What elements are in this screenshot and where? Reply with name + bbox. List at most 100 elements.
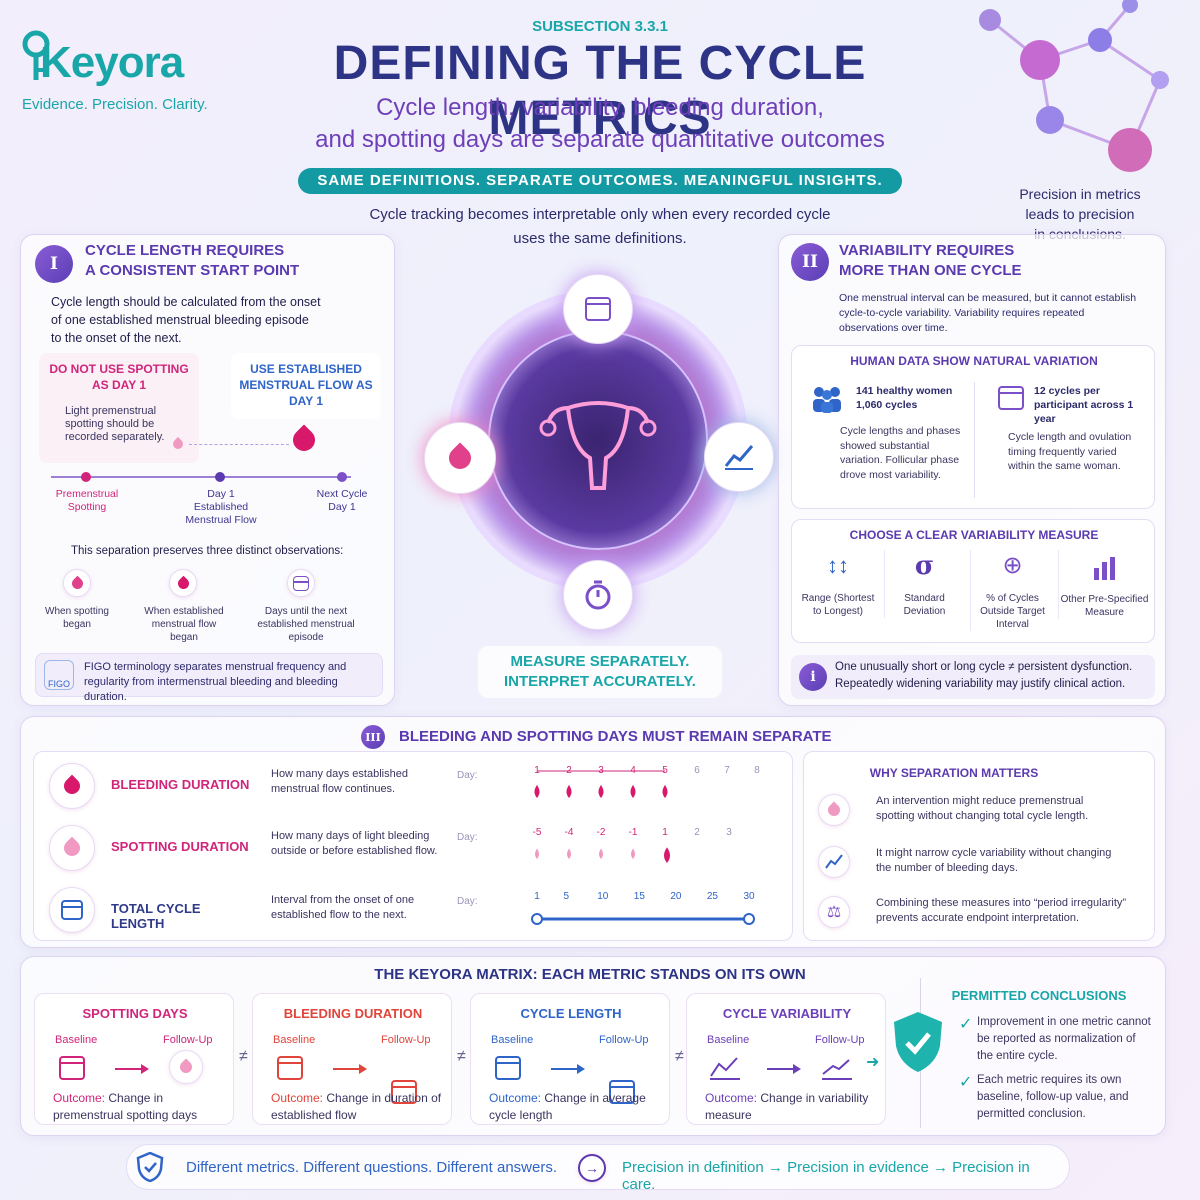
matrix-followup-label: Follow-Up: [163, 1034, 213, 1046]
bleeding-day-drop: [598, 785, 604, 798]
measure-other: Other Pre-Specified Measure: [1058, 550, 1150, 619]
bleeding-day-drop: [630, 785, 636, 798]
row-spotting-day-label: Day:: [457, 832, 478, 843]
study2-calendar-icon: [998, 386, 1024, 410]
not-equal-sign: ≠: [675, 1048, 684, 1065]
not-equal-sign: ≠: [239, 1048, 248, 1065]
matrix-baseline-label: Baseline: [55, 1034, 98, 1046]
bleeding-day-drop: [662, 785, 668, 798]
measure-sd: σ Standard Deviation: [884, 550, 964, 618]
matrix-card-outcome: Outcome: Change in duration of establish…: [271, 1090, 447, 1124]
intro-line1: Cycle tracking becomes interpretable onl…: [369, 206, 831, 223]
note-line1: One unusually short or long cycle ≠ pers…: [835, 661, 1133, 673]
day-tick-label: 3: [598, 765, 604, 776]
outcome-text: Change in average cycle length: [489, 1091, 646, 1122]
measure-title: CHOOSE A CLEAR VARIABILITY MEASURE: [849, 528, 1099, 542]
matrix-baseline-label: Baseline: [273, 1034, 316, 1046]
subtitle-line1: Cycle length, variability, bleeding dura…: [376, 94, 824, 121]
day-tick-label: -1: [629, 827, 638, 838]
center-tagline-line2: INTERPRET ACCURATELY.: [504, 673, 696, 690]
why-2: It might narrow cycle variability withou…: [876, 847, 1112, 874]
timeline-line: [51, 476, 351, 478]
day-tick-label: 6: [694, 765, 700, 776]
footer-shield-icon: [136, 1152, 164, 1182]
matrix-card-title: SPOTTING DAYS: [82, 1006, 188, 1021]
baseline-calendar-icon: [59, 1056, 85, 1080]
section1-title: CYCLE LENGTH REQUIRES A CONSISTENT START…: [85, 241, 385, 281]
row-spotting-desc: How many days of light bleeding outside …: [271, 830, 438, 857]
use-box: USE ESTABLISHED MENSTRUAL FLOW AS DAY 1: [231, 353, 381, 419]
check-icon-2: ✓: [959, 1074, 973, 1091]
use-title: USE ESTABLISHED MENSTRUAL FLOW AS DAY 1: [239, 362, 373, 408]
matrix-baseline-label: Baseline: [707, 1034, 750, 1046]
row-bleeding-desc: How many days established menstrual flow…: [271, 768, 408, 795]
row-spotting-label: SPOTTING DURATION: [111, 839, 249, 854]
banner: SAME DEFINITIONS. SEPARATE OUTCOMES. MEA…: [298, 168, 902, 194]
measure-percent: ⊕ % of Cycles Outside Target Interval: [970, 550, 1054, 631]
day-tick-label: 1: [662, 827, 668, 838]
matrix-card-title: BLEEDING DURATION: [283, 1006, 423, 1021]
day-tick-label: 15: [634, 891, 646, 902]
logo: Keyora: [20, 28, 210, 88]
section2-title-line1: VARIABILITY REQUIRES: [839, 242, 1015, 259]
section1-numeral: I: [35, 245, 73, 283]
brand-tagline: Evidence. Precision. Clarity.: [22, 96, 208, 113]
measure-range: ↕↕ Range (Shortest to Longest): [798, 550, 878, 618]
day-tick-label: 1: [534, 765, 540, 776]
why-box: WHY SEPARATION MATTERS An intervention m…: [803, 751, 1155, 941]
observation-3: Days until the next established menstrua…: [257, 606, 355, 643]
timeline-dot-day1: [215, 472, 225, 482]
footer-right: Precision in definition → Precision in e…: [622, 1159, 1030, 1193]
timeline-label-day1: Day 1 Established Menstrual Flow: [185, 488, 257, 526]
observation-1: When spotting began: [45, 606, 109, 630]
why-drop-icon: [818, 794, 850, 826]
day-tick-label: -5: [533, 827, 542, 838]
matrix-card-outcome: Outcome: Change in average cycle length: [489, 1090, 665, 1124]
row-cycle-desc: Interval from the onset of one establish…: [271, 894, 415, 921]
matrix-card-title: CYCLE LENGTH: [520, 1006, 622, 1021]
section3-numeral: III: [361, 725, 385, 749]
section3-header: III BLEEDING AND SPOTTING DAYS MUST REMA…: [361, 725, 861, 749]
baseline-chart-icon: [710, 1057, 740, 1080]
followup-chart-icon: [822, 1059, 852, 1080]
outcome-text: Change in duration of established flow: [271, 1091, 442, 1122]
calendar-icon: [287, 569, 315, 597]
outcome-text: Change in premenstrual spotting days: [53, 1091, 198, 1122]
not-equal-sign: ≠: [457, 1048, 466, 1065]
followup-calendar-icon: [609, 1080, 635, 1104]
day-tick-label: -4: [565, 827, 574, 838]
day-tick-label: 7: [724, 765, 730, 776]
subsection-label: SUBSECTION 3.3.1: [532, 18, 668, 35]
cycle-day-track: 1 5 10 15 20 25 30: [531, 891, 755, 925]
cycle-endpoint: [743, 913, 755, 925]
footer-arrow-icon: →: [578, 1154, 606, 1182]
why-1: An intervention might reduce premenstrua…: [876, 795, 1089, 822]
matrix-card: BLEEDING DURATION Baseline Follow-Up Outcom…: [252, 993, 452, 1125]
study1-stat: 141 healthy women 1,060 cycles: [856, 385, 953, 411]
flow-began-icon: [169, 569, 197, 597]
day-tick-label: 20: [670, 891, 682, 902]
variability-note: i One unusually short or long cycle ≠ pe…: [791, 655, 1155, 699]
matrix-baseline-label: Baseline: [491, 1034, 534, 1046]
section2-numeral: II: [791, 243, 829, 281]
human-data-title: HUMAN DATA SHOW NATURAL VARIATION: [850, 354, 1098, 368]
section3-title: BLEEDING AND SPOTTING DAYS MUST REMAIN S…: [399, 728, 832, 745]
day-tick-label: 1: [534, 891, 540, 902]
section1-title-line1: CYCLE LENGTH REQUIRES: [85, 242, 285, 259]
variability-measure-box: CHOOSE A CLEAR VARIABILITY MEASURE ↕↕ Ra…: [791, 519, 1155, 643]
subtitle-line2: and spotting days are separate quantitat…: [315, 126, 885, 153]
cycle-calendar-icon: [49, 887, 95, 933]
section2-title: VARIABILITY REQUIRES MORE THAN ONE CYCLE: [839, 241, 1139, 281]
bleeding-day-drop: [566, 785, 572, 798]
why-3: Combining these measures into “period ir…: [876, 897, 1127, 924]
permitted-1: Improvement in one metric cannot be repo…: [977, 1016, 1151, 1062]
figo-logo: FIGO: [44, 660, 74, 690]
observation-2: When established menstrual flow began: [144, 606, 224, 643]
section2-title-line2: MORE THAN ONE CYCLE: [839, 262, 1022, 279]
matrix-followup-label: Follow-Up: [599, 1034, 649, 1046]
spotting-began-icon: [63, 569, 91, 597]
molecule-decoration: [979, 0, 1169, 172]
brand-name: Keyora: [40, 38, 184, 87]
outcome-prefix: Outcome:: [271, 1091, 324, 1105]
figo-text: FIGO terminology separates menstrual fre…: [84, 661, 347, 703]
